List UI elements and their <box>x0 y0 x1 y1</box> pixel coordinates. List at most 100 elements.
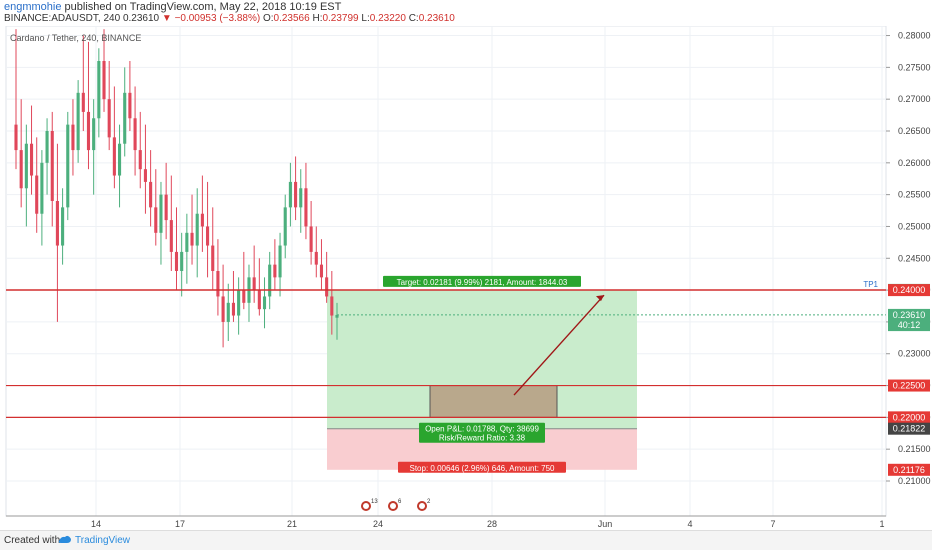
open-pnl-label-text: Risk/Reward Ratio: 3.38 <box>439 434 526 443</box>
candle-body <box>117 143 122 176</box>
tradingview-brand[interactable]: TradingView <box>75 535 131 546</box>
tradingview-logo-icon <box>58 535 71 543</box>
horizontal-levels: TP1 <box>6 280 886 418</box>
candle-body <box>112 137 116 176</box>
candle-body <box>211 245 215 271</box>
candle-body <box>309 226 313 252</box>
ohlc-line: BINANCE:ADAUSDT, 240 0.23610 ▼ −0.00953 … <box>4 13 455 24</box>
price-badge <box>888 411 930 424</box>
candle-body <box>252 277 256 291</box>
x-tick-label: 21 <box>287 519 297 529</box>
author-link[interactable]: engmmohie <box>4 1 62 13</box>
event-count: 6 <box>398 499 402 505</box>
x-tick-label: Jun <box>598 519 613 529</box>
y-tick-label: 0.23000 <box>898 349 931 359</box>
candle-body <box>242 290 246 303</box>
low-label: L: <box>361 13 370 24</box>
candle-body <box>294 181 298 208</box>
candle-body <box>174 251 179 271</box>
price-badge-label: 0.24000 <box>893 285 926 295</box>
candle-body <box>35 175 39 214</box>
x-tick-label: 24 <box>373 519 383 529</box>
candle-body <box>190 232 194 246</box>
price-badge <box>888 463 930 476</box>
price-badge <box>888 308 930 321</box>
event-flag-inner <box>419 503 425 509</box>
candle-body <box>159 194 163 233</box>
candle-body <box>128 92 132 119</box>
candle-body <box>50 131 54 201</box>
change-value: −0.00953 (−3.88%) <box>174 13 261 24</box>
candle-body <box>330 296 334 316</box>
publish-header: engmmohie published on TradingView.com, … <box>0 0 932 26</box>
candle-body <box>66 124 70 208</box>
candle-body <box>149 181 153 208</box>
stop-label-text: Stop: 0.00646 (2.96%) 646, Amount: 750 <box>410 464 556 473</box>
event-flag-inner <box>363 503 369 509</box>
target-label-bg <box>383 275 581 287</box>
y-tick-label: 0.24500 <box>898 253 931 263</box>
position-labels: Target: 0.02181 (9.99%) 2181, Amount: 18… <box>361 275 581 511</box>
low-value: 0.23220 <box>369 13 406 24</box>
price-badge <box>888 284 930 297</box>
candle-body <box>76 92 80 151</box>
candle-body <box>288 181 292 208</box>
candle-body <box>278 245 282 278</box>
candle-body <box>273 264 277 278</box>
candle-body <box>102 61 106 100</box>
y-tick-label: 0.21500 <box>898 444 931 454</box>
open-value: 0.23566 <box>273 13 310 24</box>
price-badge-label: 0.21822 <box>893 424 926 434</box>
y-tick-label: 0.26500 <box>898 126 931 136</box>
candle-body <box>314 251 318 265</box>
entry-box <box>429 385 558 418</box>
arrow-head-icon <box>596 295 604 302</box>
candle-body <box>71 124 75 151</box>
price-badge-label: 0.23610 <box>893 310 926 320</box>
y-tick-label: 0.25500 <box>898 190 931 200</box>
x-tick-label: 7 <box>770 519 775 529</box>
price-badge <box>888 379 930 392</box>
candle-body <box>55 201 59 246</box>
y-tick-label: 0.25000 <box>898 221 931 231</box>
close-label: C: <box>408 13 419 24</box>
candle-body <box>86 111 91 151</box>
down-arrow-icon: ▼ <box>161 13 172 24</box>
symbol-label: BINANCE:ADAUSDT, 240 <box>4 13 121 24</box>
candle-body <box>123 92 127 144</box>
created-with-text: Created with <box>4 535 61 546</box>
price-badge-label: 40:12 <box>898 320 921 330</box>
candle-body <box>200 213 204 227</box>
price-badge <box>888 422 930 435</box>
candle-body <box>335 314 339 318</box>
candle-body <box>107 99 111 138</box>
target-label-text: Target: 0.02181 (9.99%) 2181, Amount: 18… <box>397 278 568 287</box>
candle-body <box>29 143 34 176</box>
x-tick-label: 14 <box>91 519 101 529</box>
candle-body <box>14 124 18 151</box>
candle-body <box>61 207 65 246</box>
price-chart[interactable]: TP1 0.280000.275000.270000.265000.260000… <box>0 26 932 530</box>
y-tick-label: 0.27500 <box>898 62 931 72</box>
candle-body <box>24 143 28 189</box>
x-tick-label: 4 <box>687 519 692 529</box>
candle-body <box>180 251 184 271</box>
level-name: TP1 <box>863 280 878 289</box>
candle-body <box>206 226 210 246</box>
candle-body <box>221 296 225 322</box>
candle-body <box>133 118 137 151</box>
event-flag-inner <box>390 503 396 509</box>
candle-body <box>237 290 241 316</box>
candle-body <box>97 61 101 119</box>
candle-body <box>81 92 85 112</box>
y-tick-label: 0.26000 <box>898 158 931 168</box>
high-label: H: <box>312 13 323 24</box>
price-axis: 0.28000 0.27500 0.27000 0.26500 0.26000 0.255… <box>6 31 931 529</box>
candle-body <box>216 271 220 297</box>
position-zones <box>327 289 637 470</box>
candle-body <box>257 290 261 310</box>
candle-body <box>231 302 236 316</box>
open-pnl-label-text: Open P&L: 0.01788, Qty: 38699 <box>425 425 539 434</box>
candle-body <box>325 277 329 297</box>
candles <box>14 29 339 348</box>
